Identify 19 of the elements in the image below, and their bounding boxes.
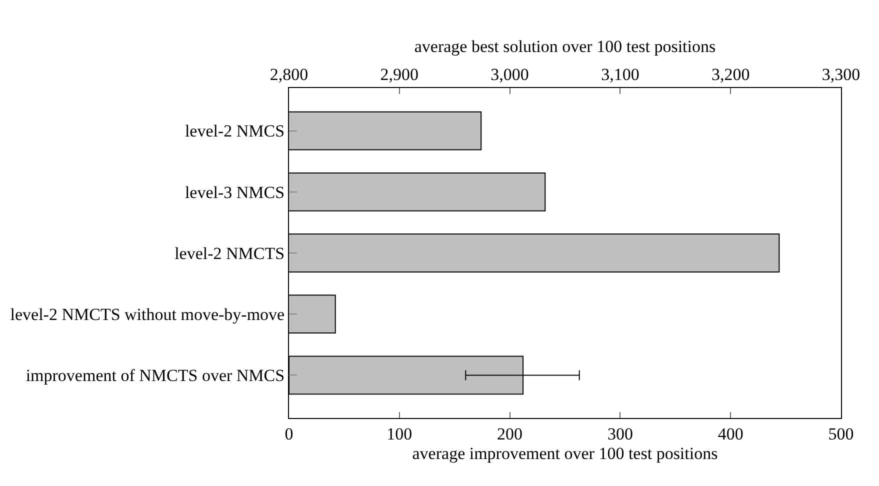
x2-tick-label: 2,800 <box>270 65 308 84</box>
y-tick-label: level-2 NMCTS <box>174 244 285 263</box>
x-tick-label: 100 <box>386 424 412 444</box>
y-tick-label: improvement of NMCTS over NMCS <box>26 366 285 386</box>
x-tick-label: 300 <box>607 424 633 444</box>
y-tick-label: level-3 NMCS <box>184 182 285 202</box>
x-axis-title: average improvement over 100 test positions <box>412 444 718 463</box>
x-tick-label: 400 <box>718 424 744 444</box>
x2-tick-label: 3,100 <box>601 65 640 84</box>
y-tick-label: level-2 NMCS <box>184 122 285 141</box>
x2-tick-label: 3,200 <box>711 65 750 84</box>
y-tick-label: level-2 NMCTS without move-by-move <box>10 305 285 324</box>
x2-tick-label: 2,900 <box>380 65 419 84</box>
x-tick-label: 0 <box>284 424 294 444</box>
x2-tick-label: 3,000 <box>490 65 529 84</box>
x-tick-label: 200 <box>497 424 523 444</box>
x-tick-label: 500 <box>828 424 854 444</box>
x2-axis-title: average best solution over 100 test positions <box>414 36 716 56</box>
x2-tick-label: 3,300 <box>822 65 860 84</box>
